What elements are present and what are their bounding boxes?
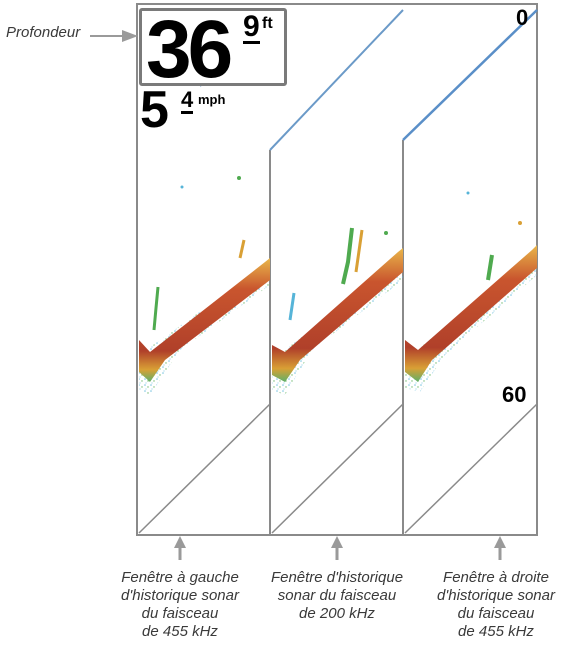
caption-line: Fenêtre à gauche xyxy=(121,569,239,586)
profondeur-label: Profondeur xyxy=(6,24,81,41)
caption-line: Fenêtre d'historique xyxy=(270,569,404,586)
left-pane-speck-2 xyxy=(180,185,184,189)
middle-pane-fish-return-3 xyxy=(288,292,296,321)
caption-arrow-middle xyxy=(331,536,343,560)
depth-scale-top: 0 xyxy=(516,5,529,30)
depth-unit: ft xyxy=(262,15,273,32)
left-pane-fish-return-2 xyxy=(238,239,246,259)
right-pane-speck xyxy=(518,221,522,225)
caption-line: sonar du faisceau xyxy=(277,587,397,604)
caption-middle-200: Fenêtre d'historique sonar du faisceau d… xyxy=(257,569,417,623)
caption-line: d'historique sonar xyxy=(437,587,555,604)
left-455-pane xyxy=(138,150,271,535)
left-pane-bottom-band xyxy=(139,258,270,382)
right-pane-speck-2 xyxy=(466,191,470,195)
caption-line: du faisceau xyxy=(457,605,535,622)
caption-line: d'historique sonar xyxy=(121,587,239,604)
middle-pane-fish-return xyxy=(341,227,354,285)
right-pane-upper-diagonal xyxy=(402,9,538,141)
speed-whole-value: 5 xyxy=(140,81,169,139)
depth-whole-value: 36 xyxy=(146,4,233,95)
left-pane-speck xyxy=(237,176,241,180)
right-pane-lower-diagonal xyxy=(404,403,538,534)
caption-line: Fenêtre à droite xyxy=(443,569,549,586)
caption-line: du faisceau xyxy=(141,605,219,622)
left-pane-fish-return xyxy=(152,286,160,331)
middle-pane-fish-return-2 xyxy=(354,229,364,273)
middle-pane-lower-diagonal xyxy=(271,403,404,534)
depth-scale-bottom: 60 xyxy=(502,382,527,407)
middle-pane-speck xyxy=(384,231,388,235)
caption-arrow-right xyxy=(494,536,506,560)
depth-tenth-value: 9 xyxy=(243,10,260,44)
caption-left-455: Fenêtre à gauche d'historique sonar du f… xyxy=(100,569,260,641)
right-455-pane xyxy=(402,9,538,534)
middle-pane-bottom-band xyxy=(272,248,403,382)
caption-right-455: Fenêtre à droite d'historique sonar du f… xyxy=(416,569,576,641)
right-pane-fish-return xyxy=(486,254,494,281)
depth-readout-box: 36 9 ft xyxy=(139,4,287,95)
left-pane-lower-diagonal xyxy=(138,403,271,534)
right-pane-bottom-band xyxy=(405,245,537,382)
caption-arrow-left xyxy=(174,536,186,560)
speed-tenth-value: 4 xyxy=(181,87,194,114)
caption-line: de 455 kHz xyxy=(142,623,218,640)
speed-unit: mph xyxy=(198,92,226,107)
middle-200-pane xyxy=(269,9,404,535)
profondeur-arrowhead-icon xyxy=(122,30,138,42)
middle-pane-upper-diagonal xyxy=(269,9,404,151)
caption-line: de 200 kHz xyxy=(299,605,375,622)
caption-line: de 455 kHz xyxy=(458,623,534,640)
